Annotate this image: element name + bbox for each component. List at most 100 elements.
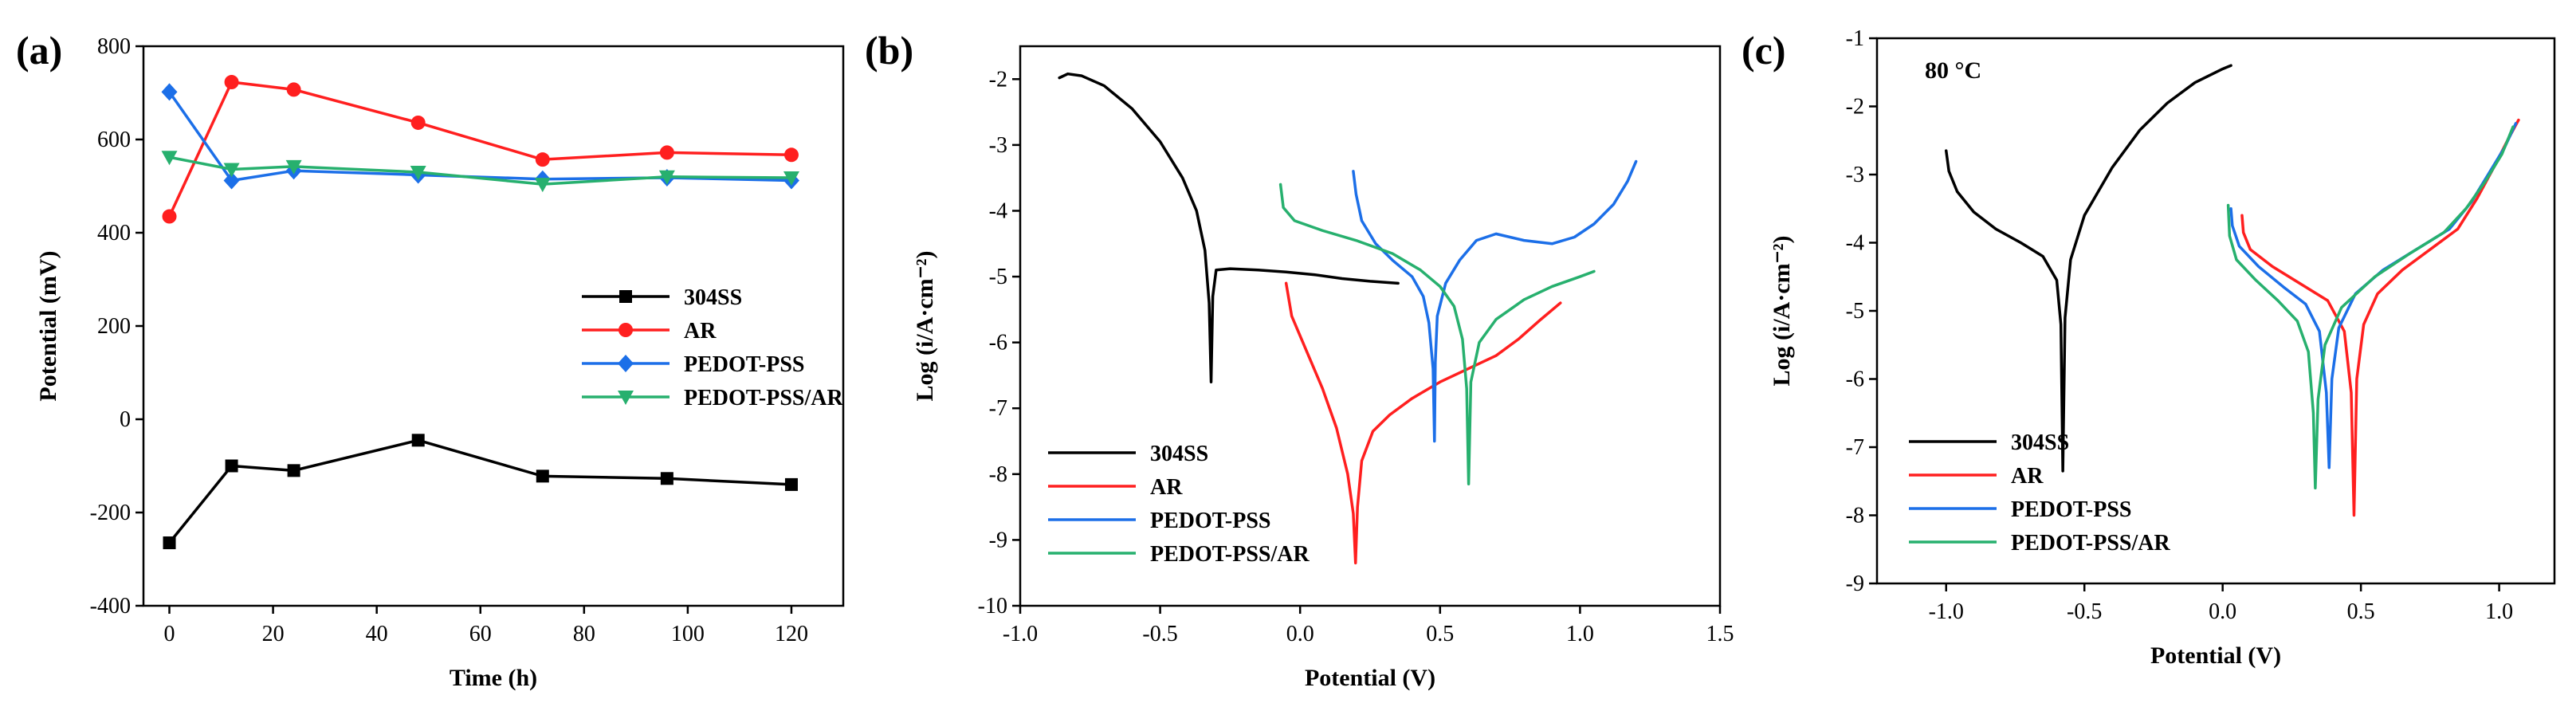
legend-marker-304ss-a (619, 290, 632, 303)
series-line-304ss-b (1058, 72, 1400, 383)
y-tick-label-a: -200 (90, 501, 131, 525)
data-point-ar-a-5 (659, 145, 674, 160)
y-tick-label-b: -10 (978, 594, 1007, 619)
panel-a-chart: 0 20 40 60 80 100 120 -400 -200 0 200 400 600 800 Time… (35, 34, 845, 691)
y-tick-label-a: 600 (97, 128, 131, 152)
x-tick-label-b: 1.0 (1566, 622, 1594, 646)
y-axis-label-a: Potential (mV) (35, 250, 61, 401)
x-tick-label-c: 0.5 (2347, 599, 2375, 624)
x-tick-label-b: 1.5 (1706, 622, 1734, 646)
legend-marker-ar-a (618, 323, 633, 337)
legend-label-304ss-a: 304SS (684, 285, 742, 310)
x-tick-label-b: 0.5 (1426, 622, 1454, 646)
data-point-ar-a-1 (224, 75, 239, 90)
y-tick-label-c: -9 (1846, 571, 1864, 596)
legend-label-pedot-pss-ar-b: PEDOT-PSS/AR (1150, 542, 1310, 567)
data-point-pedot-pss-a-0 (161, 83, 178, 101)
y-tick-label-a: 800 (97, 34, 131, 59)
x-tick-label-b: 0.0 (1286, 622, 1314, 646)
data-point-304ss-a-0 (163, 536, 176, 550)
legend-label-pedot-pss-ar-a: PEDOT-PSS/AR (684, 386, 843, 410)
x-tick-label-a: 0 (164, 622, 175, 646)
data-point-304ss-a-3 (411, 434, 425, 447)
y-tick-label-c: -2 (1846, 95, 1864, 120)
data-point-304ss-a-1 (225, 459, 238, 473)
x-tick-label-a: 20 (262, 622, 285, 646)
y-tick-label-b: -2 (989, 67, 1007, 92)
y-tick-label-c: -5 (1846, 299, 1864, 324)
series-line-ar-c (2240, 118, 2520, 517)
plot-frame-c (1875, 37, 2556, 585)
panel-label-a: (a) (16, 28, 62, 73)
panel-label-b: (b) (865, 28, 913, 73)
data-point-pedot-pss-ar-a-4 (534, 178, 551, 193)
y-tick-label-a: 0 (120, 407, 131, 432)
legend-label-ar-b: AR (1150, 475, 1183, 500)
legend-label-pedot-pss-a: PEDOT-PSS (684, 352, 804, 377)
legend-label-pedot-pss-c: PEDOT-PSS (2011, 497, 2131, 522)
legend-marker-pedot-pss-ar-a (618, 391, 634, 405)
y-tick-label-b: -9 (989, 528, 1007, 552)
legend-marker-pedot-pss-a (618, 355, 634, 372)
series-line-304ss-c (1944, 64, 2232, 473)
x-axis-label-c: Potential (V) (2150, 642, 2281, 669)
data-point-pedot-pss-ar-a-5 (658, 170, 675, 185)
y-tick-label-b: -6 (989, 331, 1007, 355)
series-line-pedot-pss-b (1352, 159, 1638, 443)
y-axis-label-c: Log (i/A·cm⁻²) (1769, 236, 1795, 387)
series-line-pedot-pss-ar-b (1278, 183, 1596, 485)
legend-label-pedot-pss-b: PEDOT-PSS (1150, 509, 1270, 533)
y-tick-label-a: 400 (97, 221, 131, 245)
x-tick-label-c: -1.0 (1929, 599, 1964, 624)
series-line-ar-a (167, 81, 793, 218)
legend-label-304ss-c: 304SS (2011, 430, 2069, 455)
panel-label-c: (c) (1742, 28, 1786, 73)
data-point-pedot-pss-ar-a-2 (285, 159, 302, 175)
data-point-pedot-pss-ar-a-6 (783, 171, 799, 186)
x-tick-label-c: -0.5 (2067, 599, 2102, 624)
plot-frame-a (142, 45, 845, 607)
legend-label-ar-c: AR (2011, 464, 2044, 489)
data-point-304ss-a-5 (660, 472, 673, 485)
series-line-pedot-pss-ar-a (167, 155, 793, 186)
x-tick-label-a: 40 (366, 622, 388, 646)
y-tick-label-b: -3 (989, 133, 1007, 158)
series-line-ar-b (1284, 281, 1562, 565)
y-tick-label-a: 200 (97, 314, 131, 339)
y-tick-label-b: -8 (989, 462, 1007, 487)
plot-frame-b (1019, 45, 1722, 607)
y-tick-label-b: -4 (989, 198, 1007, 223)
data-point-ar-a-4 (535, 152, 550, 167)
data-point-pedot-pss-ar-a-3 (410, 165, 426, 180)
y-tick-label-c: -7 (1846, 435, 1864, 460)
x-tick-label-c: 0.0 (2209, 599, 2236, 624)
y-tick-label-b: -7 (989, 396, 1007, 421)
data-point-ar-a-0 (162, 209, 177, 224)
y-tick-label-c: -3 (1846, 163, 1864, 187)
data-point-ar-a-2 (286, 82, 301, 97)
y-tick-label-c: -1 (1846, 26, 1864, 51)
data-point-304ss-a-2 (287, 464, 300, 477)
x-axis-label-b: Potential (V) (1305, 665, 1435, 691)
y-tick-label-a: -400 (90, 594, 131, 619)
data-point-304ss-a-6 (784, 477, 798, 491)
data-point-304ss-a-4 (536, 469, 549, 483)
data-point-pedot-pss-a-1 (223, 171, 240, 190)
data-point-ar-a-6 (783, 147, 799, 163)
panel-b-chart: -1.0 -0.5 0.0 0.5 1.0 1.5 -10 -9 -8 -7 -6 -5 -4 -3 -2 P… (912, 45, 1734, 691)
x-tick-label-c: 1.0 (2485, 599, 2513, 624)
y-tick-label-c: -8 (1846, 504, 1864, 528)
panel-c-chart: -1.0 -0.5 0.0 0.5 1.0 -9 -8 -7 -6 -5 -4 -3 -2 -1 Poten… (1769, 26, 2556, 669)
series-line-pedot-pss-ar-c (2226, 125, 2515, 490)
data-point-pedot-pss-ar-a-1 (223, 163, 240, 178)
data-point-ar-a-3 (410, 115, 426, 130)
x-tick-label-b: -0.5 (1142, 622, 1177, 646)
x-tick-label-a: 60 (469, 622, 492, 646)
y-tick-label-c: -4 (1846, 231, 1864, 256)
series-line-304ss-a (167, 438, 793, 544)
data-point-pedot-pss-ar-a-0 (161, 151, 178, 166)
x-tick-label-a: 120 (775, 622, 808, 646)
legend-label-304ss-b: 304SS (1150, 442, 1208, 466)
y-tick-label-b: -5 (989, 265, 1007, 289)
